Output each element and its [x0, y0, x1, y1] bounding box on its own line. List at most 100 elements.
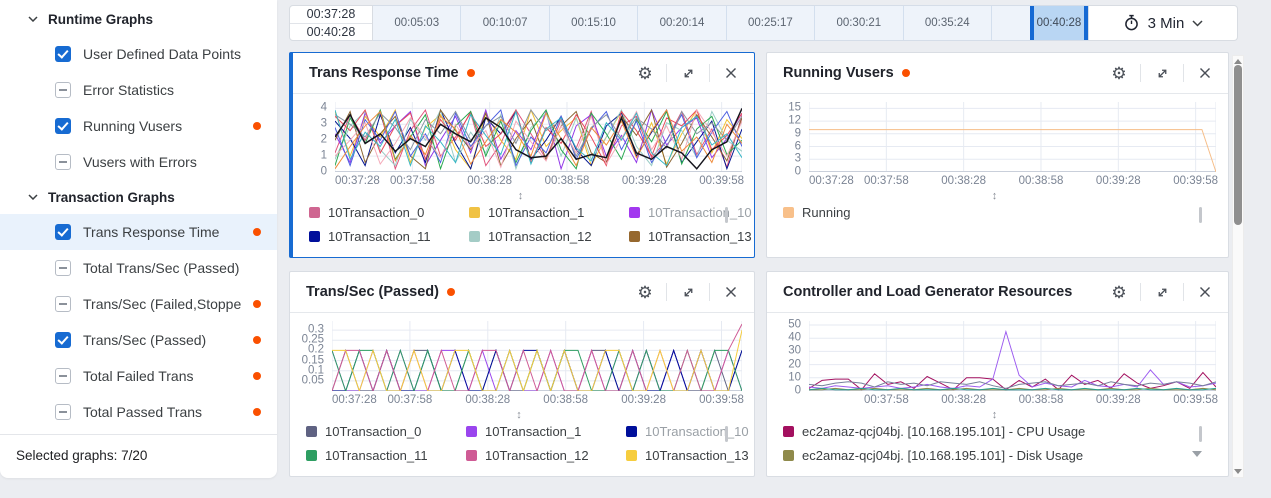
timeline-tick[interactable]: 00:20:14: [637, 6, 725, 40]
checkbox-checked-icon[interactable]: [55, 332, 71, 348]
legend-item[interactable]: 10Transaction_12: [466, 448, 626, 463]
legend-label: 10Transaction_0: [328, 205, 425, 220]
checkbox-indeterminate-icon[interactable]: [55, 368, 71, 384]
y-axis: 0 10 20 30 40 50: [771, 319, 805, 396]
legend-item[interactable]: ec2amaz-qcj04bj. [10.168.195.101] - CPU …: [783, 424, 1216, 439]
legend-color-swatch: [309, 231, 320, 242]
legend-color-swatch: [626, 426, 637, 437]
settings-gear-icon[interactable]: ⚙: [637, 63, 653, 83]
sidebar-item-running-vusers[interactable]: Running Vusers: [0, 108, 277, 144]
timeline-gap[interactable]: [990, 6, 1030, 40]
sidebar-section-header[interactable]: Runtime Graphs: [0, 2, 277, 36]
legend-item[interactable]: Running: [783, 205, 1216, 220]
panel-title: Trans/Sec (Passed): [306, 284, 439, 300]
expand-icon[interactable]: [677, 281, 699, 303]
legend-item[interactable]: 10Transaction_10: [626, 424, 749, 439]
close-icon[interactable]: [720, 62, 742, 84]
legend-item[interactable]: 10Transaction_10: [629, 205, 752, 220]
legend-item[interactable]: 10Transaction_11: [306, 448, 466, 463]
legend-scrollbar[interactable]: [1199, 207, 1202, 223]
graph-item-label: Trans Response Time: [83, 224, 220, 240]
resize-handle-icon[interactable]: ↕: [516, 409, 522, 421]
checkbox-indeterminate-icon[interactable]: [55, 154, 71, 170]
panel-header: Trans/Sec (Passed) ⚙: [290, 272, 754, 313]
panel-body: 0.05 0.1 0.15 0.2 0.25 0.3 00:37:28 00:37:58 00:…: [290, 313, 754, 476]
sidebar-item-total-trans-sec-passed-[interactable]: Total Trans/Sec (Passed): [0, 250, 277, 286]
range-handle-left[interactable]: [1029, 6, 1034, 40]
legend-label: 10Transaction_11: [325, 448, 428, 463]
scrollbar-up-arrow[interactable]: [1234, 59, 1242, 64]
sidebar-item-total-failed-trans[interactable]: Total Failed Trans: [0, 358, 277, 394]
range-handle-right[interactable]: [1083, 6, 1088, 40]
scrollbar-down-arrow[interactable]: [1234, 469, 1242, 474]
checkbox-checked-icon[interactable]: [55, 118, 71, 134]
legend-item[interactable]: ec2amaz-qcj04bj. [10.168.195.101] - Disk…: [783, 448, 1216, 463]
timeline-tick[interactable]: 00:05:03: [394, 17, 440, 29]
timeline-selected-range[interactable]: 00:40:28: [1029, 6, 1088, 40]
checkbox-indeterminate-icon[interactable]: [55, 404, 71, 420]
close-icon[interactable]: [1194, 281, 1216, 303]
legend-item[interactable]: 10Transaction_1: [466, 424, 626, 439]
timeline-tick[interactable]: 00:30:21: [814, 6, 902, 40]
x-axis: 00:37:28 00:37:58 00:38:28 00:38:58 00:39:28…: [332, 394, 744, 410]
sidebar-item-trans-response-time[interactable]: Trans Response Time: [0, 214, 277, 250]
live-data-dot: [901, 69, 910, 77]
x-axis: 00:37:28 00:37:58 00:38:28 00:38:58 00:39:28…: [809, 175, 1218, 191]
x-axis-tick-label: 00:38:28: [941, 394, 987, 406]
close-icon[interactable]: [1194, 62, 1216, 84]
sidebar-item-total-passed-trans[interactable]: Total Passed Trans: [0, 394, 277, 430]
resize-handle-icon[interactable]: ↕: [991, 190, 998, 202]
legend-scrollbar[interactable]: [1199, 426, 1202, 442]
expand-icon[interactable]: [1151, 62, 1173, 84]
legend-scrollbar[interactable]: [725, 207, 728, 223]
checkbox-indeterminate-icon[interactable]: [55, 260, 71, 276]
sidebar-item-error-statistics[interactable]: Error Statistics: [0, 72, 277, 108]
time-range-box[interactable]: 00:37:28 00:40:28: [289, 5, 373, 41]
legend-item[interactable]: 10Transaction_12: [469, 229, 629, 244]
x-axis-tick-label: 00:37:58: [387, 394, 433, 406]
divider: [709, 64, 710, 82]
legend-scrollbar[interactable]: [725, 426, 728, 442]
settings-gear-icon[interactable]: ⚙: [637, 282, 653, 302]
legend-item[interactable]: 10Transaction_0: [309, 205, 469, 220]
expand-icon[interactable]: [677, 62, 699, 84]
legend-item[interactable]: 10Transaction_11: [309, 229, 469, 244]
main-content: 00:37:28 00:40:28 00:05:03 00:10:07 00:15:…: [289, 0, 1238, 477]
sidebar-item-trans-sec-failed-stopped-[interactable]: Trans/Sec (Failed,Stopped): [0, 286, 277, 322]
plot-area: 0 3 6 9 12 15: [788, 102, 1216, 177]
legend-item[interactable]: 10Transaction_13: [629, 229, 752, 244]
timeline-tick[interactable]: 00:15:10: [548, 6, 637, 40]
sidebar-item-trans-sec-passed-[interactable]: Trans/Sec (Passed): [0, 322, 277, 358]
checkbox-indeterminate-icon[interactable]: [55, 296, 71, 312]
checkbox-checked-icon[interactable]: [55, 224, 71, 240]
legend-label: 10Transaction_13: [645, 448, 749, 463]
timeline-tick[interactable]: 00:10:07: [460, 6, 548, 40]
x-axis-tick-label: 00:39:58: [699, 175, 745, 187]
resize-handle-icon[interactable]: ↕: [517, 190, 524, 202]
expand-icon[interactable]: [1151, 281, 1173, 303]
close-icon[interactable]: [720, 281, 742, 303]
resize-handle-icon[interactable]: ↕: [991, 409, 998, 421]
live-data-dot: [253, 300, 261, 308]
line-chart: [809, 102, 1216, 172]
legend-item[interactable]: 10Transaction_0: [306, 424, 466, 439]
checkbox-indeterminate-icon[interactable]: [55, 82, 71, 98]
legend-item[interactable]: 10Transaction_13: [626, 448, 749, 463]
x-axis: 00:37:58 00:38:28 00:38:58 00:39:28 00:39:58: [809, 394, 1218, 410]
settings-gear-icon[interactable]: ⚙: [1111, 282, 1127, 302]
timeline-tick[interactable]: 00:25:17: [725, 6, 814, 40]
sidebar-item-vusers-with-errors[interactable]: Vusers with Errors: [0, 144, 277, 180]
sidebar-section-header[interactable]: Transaction Graphs: [0, 180, 277, 214]
graph-panel-1: Trans Response Time ⚙ 0 1 2 3 4 00:37:28 00:37:5…: [289, 52, 755, 258]
settings-gear-icon[interactable]: ⚙: [1111, 63, 1127, 83]
checkbox-checked-icon[interactable]: [55, 46, 71, 62]
legend-label: 10Transaction_11: [328, 229, 431, 244]
legend-color-swatch: [306, 426, 317, 437]
timeline-tick[interactable]: 00:35:24: [902, 6, 991, 40]
scrollbar-thumb[interactable]: [1234, 65, 1242, 225]
legend-scroll-down-icon[interactable]: [1192, 451, 1202, 457]
interval-dropdown[interactable]: 3 Min: [1089, 5, 1238, 41]
page-scrollbar[interactable]: [1232, 55, 1244, 478]
legend-item[interactable]: 10Transaction_1: [469, 205, 629, 220]
sidebar-item-user-defined-data-points[interactable]: User Defined Data Points: [0, 36, 277, 72]
